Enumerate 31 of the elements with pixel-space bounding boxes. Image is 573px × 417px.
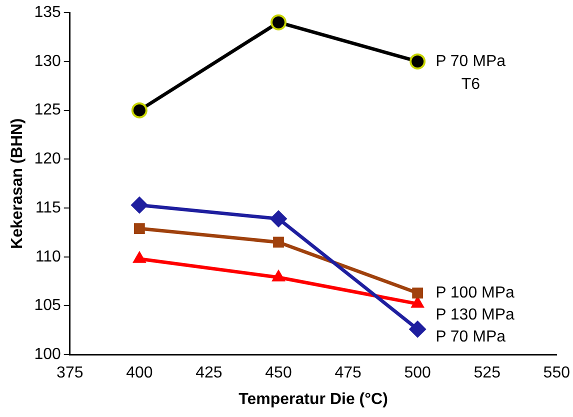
y-tick-label: 115 bbox=[35, 199, 61, 216]
x-tick-label: 450 bbox=[265, 364, 292, 382]
y-tick-label: 110 bbox=[35, 248, 61, 266]
x-tick-label: 550 bbox=[543, 364, 570, 382]
y-tick-label: 125 bbox=[34, 102, 61, 119]
y-tick-label: 120 bbox=[34, 150, 61, 168]
x-axis-title: Temperatur Die (°C) bbox=[238, 390, 388, 408]
x-tick-label: 425 bbox=[196, 364, 222, 382]
x-tick-label: 475 bbox=[334, 364, 362, 382]
point bbox=[130, 196, 148, 214]
x-tick-label: 525 bbox=[474, 364, 501, 382]
series-label: P 130 MPa bbox=[436, 306, 515, 324]
point bbox=[273, 236, 284, 248]
point bbox=[131, 102, 148, 118]
y-axis-title: Kekerasan (BHN) bbox=[9, 118, 26, 249]
y-tick-label: 105 bbox=[34, 297, 61, 314]
x-tick-label: 400 bbox=[126, 364, 153, 382]
point bbox=[409, 320, 426, 338]
y-tick-label: 100 bbox=[34, 346, 61, 364]
series-label: P 70 MPa T6 bbox=[436, 52, 506, 93]
point bbox=[412, 288, 424, 298]
y-tick-label: 130 bbox=[34, 52, 61, 70]
x-tick-label: 500 bbox=[404, 364, 432, 382]
point bbox=[134, 223, 145, 234]
point bbox=[270, 14, 287, 30]
point bbox=[270, 210, 288, 228]
x-tick-label: 375 bbox=[56, 364, 84, 382]
series-label: P 70 MPa bbox=[436, 328, 506, 346]
point bbox=[410, 53, 426, 70]
y-tick-label: 135 bbox=[34, 4, 61, 22]
series-label: P 100 MPa bbox=[436, 284, 515, 302]
